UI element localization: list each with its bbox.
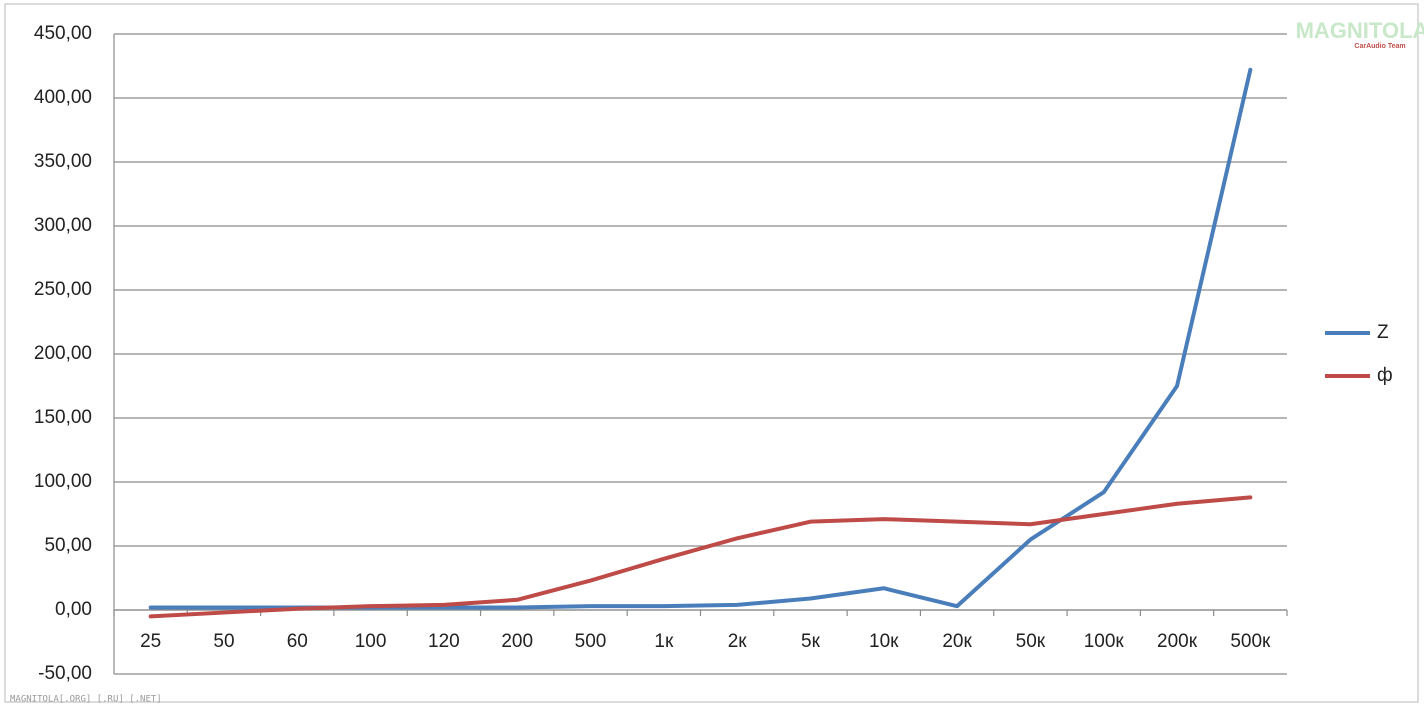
y-tick-label: 50,00	[44, 535, 92, 556]
y-tick-label: 250,00	[34, 279, 92, 300]
x-tick-label: 2к	[728, 631, 748, 652]
x-tick-label: 60	[287, 631, 308, 652]
legend-label: Z	[1377, 322, 1389, 343]
x-tick-label: 5к	[801, 631, 821, 652]
x-tick-label: 50к	[1016, 631, 1046, 652]
y-tick-label: 350,00	[34, 151, 92, 172]
y-tick-label: 200,00	[34, 343, 92, 364]
y-tick-label: 150,00	[34, 407, 92, 428]
chart-frame	[4, 3, 1419, 703]
x-tick-label: 100к	[1084, 631, 1125, 652]
x-tick-label: 200к	[1157, 631, 1198, 652]
x-tick-label: 120	[428, 631, 460, 652]
x-tick-label: 500	[575, 631, 607, 652]
series-line	[148, 495, 1253, 619]
y-tick-label: 300,00	[34, 215, 92, 236]
logo-subtitle: CarAudio Team	[1354, 43, 1405, 50]
x-tick-label: 100	[355, 631, 387, 652]
x-tick-label: 500к	[1230, 631, 1271, 652]
legend-label: ф	[1377, 365, 1393, 386]
logo: MAGNITOLA	[1296, 18, 1424, 43]
y-tick-label: 400,00	[34, 87, 92, 108]
y-tick-label: -50,00	[38, 663, 92, 684]
x-tick-label: 50	[213, 631, 234, 652]
watermark: MAGNITOLA[.ORG] [.RU] [.NET]	[10, 695, 162, 705]
x-tick-label: 20к	[942, 631, 972, 652]
y-tick-label: 0,00	[55, 599, 92, 620]
y-tick-label: 450,00	[34, 23, 92, 44]
y-tick-label: 100,00	[34, 471, 92, 492]
x-tick-label: 200	[501, 631, 533, 652]
x-tick-label: 1к	[654, 631, 674, 652]
x-tick-label: 25	[140, 631, 161, 652]
x-tick-label: 10к	[869, 631, 899, 652]
